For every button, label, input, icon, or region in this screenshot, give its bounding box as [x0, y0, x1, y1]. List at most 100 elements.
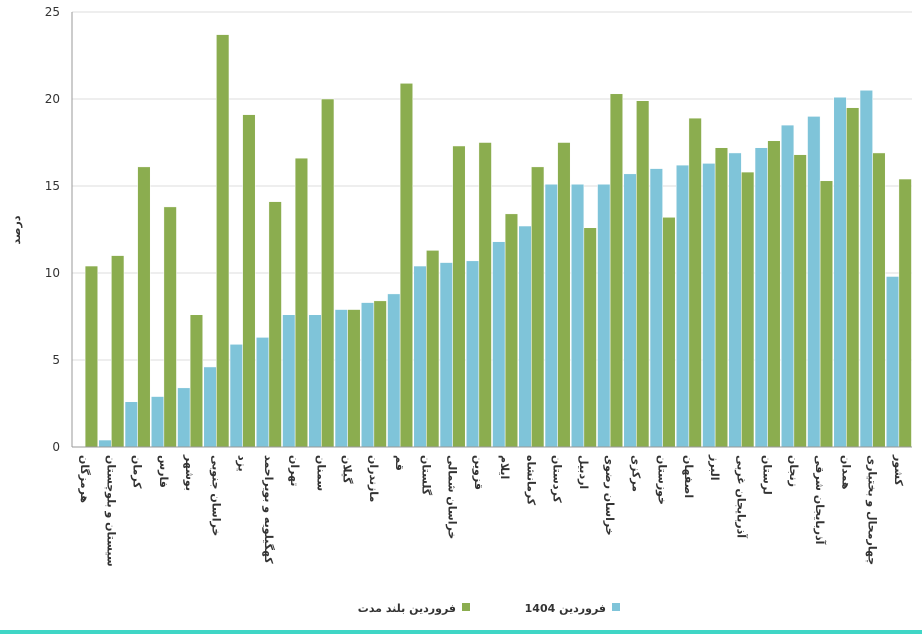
x-tick-label: هرمزگان [78, 455, 91, 503]
bar [767, 140, 781, 448]
bar [151, 396, 165, 448]
y-tick-label: 20 [45, 92, 60, 106]
x-tick-label: خراسان رضوی [603, 455, 616, 536]
bar [478, 142, 492, 448]
x-tick-label: لرستان [761, 455, 774, 495]
x-tick-label: اردبیل [577, 455, 590, 489]
x-tick-label: بوشهر [183, 454, 196, 491]
bar [636, 100, 650, 448]
x-tick-label: آذربایجان غربی [734, 455, 748, 538]
x-tick-label: همدان [839, 455, 852, 490]
bar [662, 217, 676, 448]
bar [124, 401, 138, 448]
y-tick-label: 10 [45, 266, 60, 280]
x-tick-label: کردستان [551, 455, 564, 503]
bar [84, 265, 98, 448]
bar [846, 107, 860, 448]
legend-label: فروردین بلند مدت [358, 602, 456, 615]
bar [518, 225, 532, 448]
bar [242, 114, 256, 448]
bar [741, 171, 755, 448]
bar [492, 241, 506, 448]
bar [466, 260, 480, 448]
bar [886, 276, 900, 448]
bar [439, 262, 453, 448]
bar [177, 387, 191, 448]
y-axis-label: درصد [10, 215, 23, 244]
x-tick-label: کهگیلویه و بویراحمد [262, 455, 275, 564]
x-tick-label: قم [393, 455, 406, 471]
x-tick-label: کرمان [131, 455, 144, 489]
x-tick-label: گلستان [419, 455, 432, 496]
bar [452, 145, 466, 448]
bar [361, 302, 375, 448]
x-tick-label: البرز [708, 454, 721, 481]
bar [833, 97, 847, 448]
bar [609, 93, 623, 448]
bar [649, 168, 663, 448]
bar [294, 157, 308, 448]
bar [728, 152, 742, 448]
x-tick-label: کشور [892, 454, 905, 486]
bar [413, 265, 427, 448]
bar [268, 201, 282, 448]
y-tick-label: 25 [45, 5, 60, 19]
bar [793, 154, 807, 448]
bar [702, 163, 716, 448]
legend-label: فروردین 1404 [525, 602, 606, 615]
bar [504, 213, 518, 448]
bar [583, 227, 597, 448]
y-tick-label: 5 [52, 353, 60, 367]
legend-swatch [612, 603, 620, 611]
bar [571, 184, 585, 448]
x-tick-label: مرکزی [629, 455, 642, 492]
bar [216, 34, 230, 448]
x-tick-label: اصفهان [682, 455, 695, 498]
x-tick-label: یزد [236, 455, 249, 472]
bar [426, 250, 440, 448]
bar [819, 180, 833, 448]
bar [282, 314, 296, 448]
x-tick-label: مازندران [367, 455, 380, 502]
y-tick-label: 0 [52, 440, 60, 454]
bar [387, 293, 401, 448]
bar [98, 439, 112, 448]
bar [256, 337, 270, 448]
bar [308, 314, 322, 448]
bar [373, 300, 387, 448]
x-tick-label: ایلام [498, 455, 511, 479]
x-tick-label: خراسان شمالی [446, 455, 459, 539]
x-tick-label: سیستان و بلوچستان [104, 455, 117, 567]
x-tick-label: کرمانشاه [524, 455, 537, 506]
x-tick-label: خوزستان [656, 455, 669, 505]
x-tick-label: آذربایجان شرقی [813, 455, 827, 545]
bar [597, 184, 611, 448]
bar [714, 147, 728, 448]
y-tick-label: 15 [45, 179, 60, 193]
bar [807, 116, 821, 448]
bar [557, 142, 571, 448]
x-tick-label: تهران [288, 455, 301, 486]
bar [898, 178, 912, 448]
bar [347, 309, 361, 448]
bar [399, 83, 413, 448]
bar [859, 90, 873, 448]
legend-swatch [462, 603, 470, 611]
bar [544, 184, 558, 448]
bar [163, 206, 177, 448]
bar [189, 314, 203, 448]
x-tick-label: خراسان جنوبی [209, 455, 222, 536]
x-tick-label: چهارمحال و بختیاری [866, 455, 879, 565]
x-tick-label: سمنان [314, 455, 327, 491]
x-tick-label: زنجان [787, 455, 800, 487]
bar [111, 255, 125, 448]
bottom-border [0, 630, 922, 634]
x-tick-label: قزوین [472, 455, 485, 490]
bar [676, 164, 690, 448]
bar [623, 173, 637, 448]
x-tick-label: فارس [157, 455, 170, 488]
bar [137, 166, 151, 448]
bar [688, 117, 702, 448]
bar [321, 98, 335, 448]
